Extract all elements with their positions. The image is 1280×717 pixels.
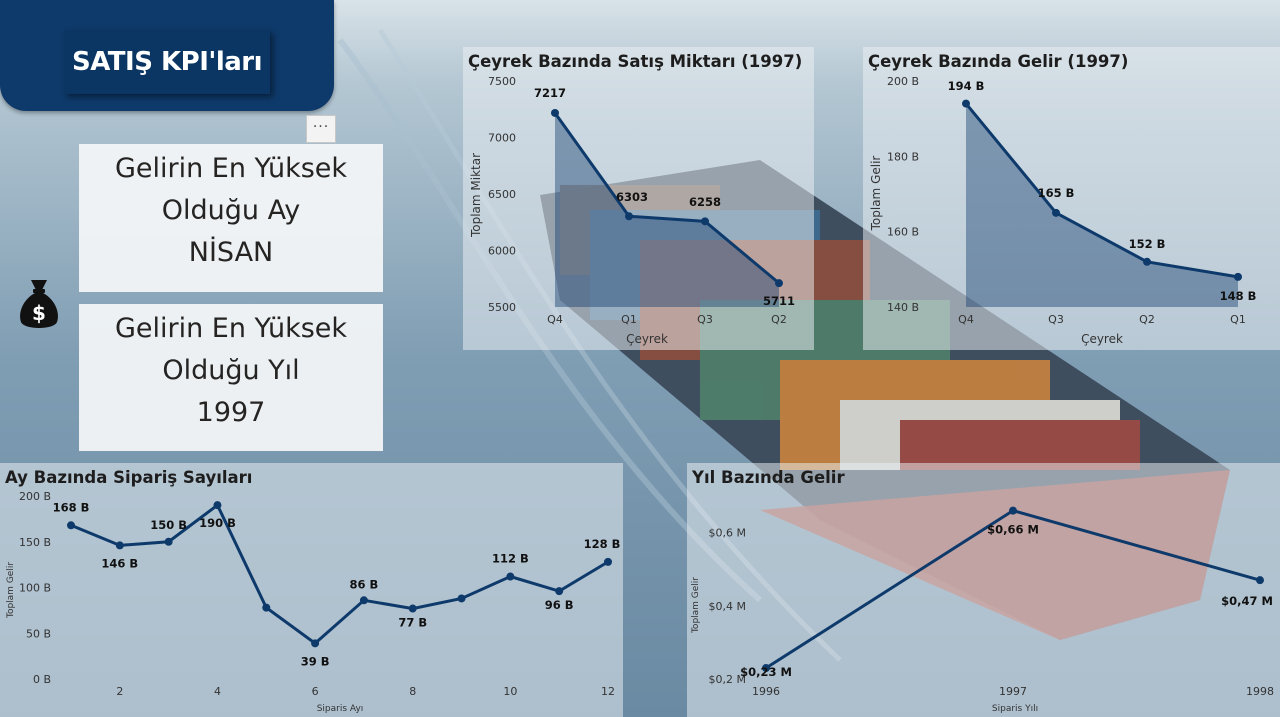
chart-title-monthly-orders: Ay Bazında Sipariş Sayıları <box>5 468 253 487</box>
kpi-year-line2: Olduğu Yıl <box>162 355 300 386</box>
svg-text:$: $ <box>32 301 46 325</box>
chart-title-yearly-revenue: Yıl Bazında Gelir <box>692 468 845 487</box>
chart-title-quarter-revenue: Çeyrek Bazında Gelir (1997) <box>868 52 1129 71</box>
kpi-year-value: 1997 <box>196 397 266 428</box>
kpi-month-value: NİSAN <box>188 237 274 268</box>
chart-title-quarter-quantity: Çeyrek Bazında Satış Miktarı (1997) <box>468 52 803 71</box>
page-title: SATIŞ KPI'ları <box>64 30 270 94</box>
kpi-month-line1: Gelirin En Yüksek <box>114 153 348 184</box>
title-banner: SATIŞ KPI'ları <box>0 0 334 111</box>
kpi-month-line2: Olduğu Ay <box>161 195 301 226</box>
chart-panel-quarter-quantity <box>463 47 814 350</box>
money-bag-icon: $ <box>20 280 58 328</box>
kpi-card-top-month: Gelirin En Yüksek Olduğu Ay NİSAN <box>79 144 383 292</box>
chart-panel-yearly-revenue <box>687 463 1280 717</box>
chart-panel-monthly-orders <box>0 463 623 717</box>
kpi-year-line1: Gelirin En Yüksek <box>114 313 348 344</box>
kpi-card-top-year: Gelirin En Yüksek Olduğu Yıl 1997 <box>79 304 383 451</box>
chart-panel-quarter-revenue <box>863 47 1280 350</box>
more-options-button[interactable]: ··· <box>306 115 336 143</box>
